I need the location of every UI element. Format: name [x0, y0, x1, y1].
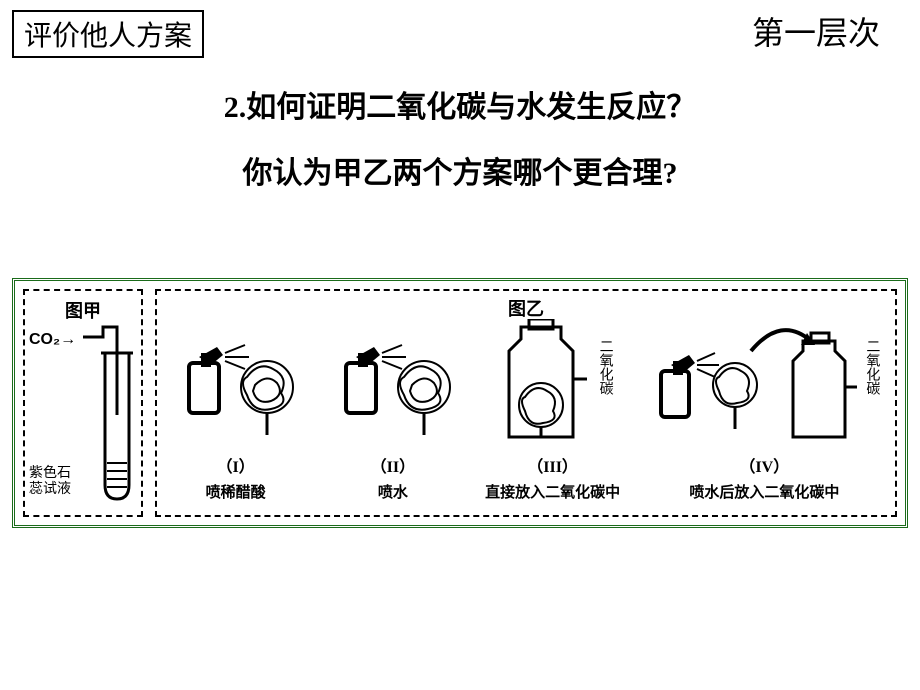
panel-4: 二氧化碳 （IV） 喷水后放入二氧化碳中 — [647, 319, 881, 502]
bottle-gas-label-3: 二氧化碳 — [595, 339, 615, 395]
panel-4-num: （IV） — [739, 453, 789, 477]
spray-flower-icon — [171, 329, 301, 449]
figure-a-title: 图甲 — [25, 297, 141, 323]
panel-2-num: （II） — [371, 453, 415, 477]
panel-1-caption: 喷稀醋酸 — [206, 481, 266, 502]
main-question: 2.如何证明二氧化碳与水发生反应？ — [0, 82, 920, 126]
co2-arrow-label: CO₂→ — [29, 331, 76, 349]
figure-b-box: 图乙 — [155, 289, 897, 517]
panel-3-caption: 直接放入二氧化碳中 — [485, 481, 620, 502]
panel-4-caption: 喷水后放入二氧化碳中 — [689, 481, 839, 502]
panel-1: （I） 喷稀醋酸 — [171, 319, 301, 502]
figure-b-title: 图乙 — [157, 295, 895, 321]
figure-frame: 图甲 CO₂→ 紫色石蕊试液 图乙 — [12, 278, 908, 528]
sub-question: 你认为甲乙两个方案哪个更合理? — [0, 148, 920, 192]
panel-2: （II） 喷水 — [328, 319, 458, 502]
spray-to-bottle-icon — [647, 319, 857, 449]
bottle-with-flower-icon — [491, 319, 591, 449]
level-label: 第一层次 — [752, 8, 880, 54]
test-tube-icon — [83, 325, 137, 505]
panel-3: 二氧化碳 （III） 直接放入二氧化碳中 — [485, 319, 620, 502]
figure-a-box: 图甲 CO₂→ 紫色石蕊试液 — [23, 289, 143, 517]
bottle-gas-label-4: 二氧化碳 — [861, 339, 881, 395]
litmus-label: 紫色石蕊试液 — [29, 466, 71, 497]
panel-1-num: （I） — [216, 453, 254, 477]
section-tag: 评价他人方案 — [12, 10, 204, 58]
panel-2-caption: 喷水 — [378, 481, 408, 502]
panel-3-num: （III） — [527, 453, 578, 477]
spray-flower-icon — [328, 329, 458, 449]
